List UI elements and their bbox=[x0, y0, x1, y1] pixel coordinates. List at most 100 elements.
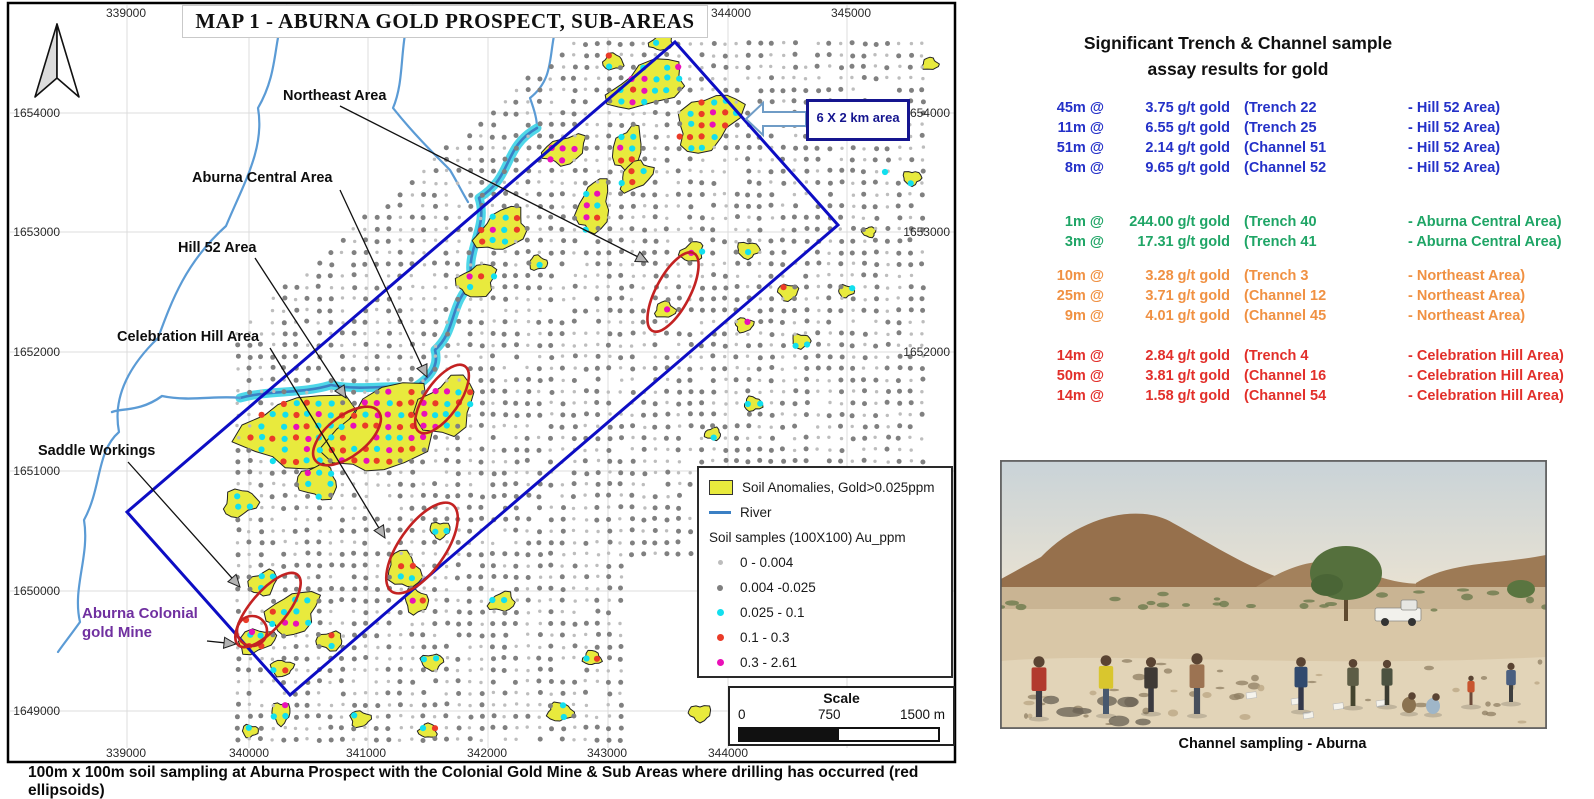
river-line-icon bbox=[709, 511, 731, 514]
scale-tick-1500: 1500 m bbox=[899, 707, 945, 722]
photo-channel-sampling bbox=[1000, 460, 1547, 729]
assay-cell: (Channel 45 bbox=[1244, 308, 1327, 324]
assay-row: 51m @ 2.14 g/t gold (Channel 51 - Hill 52 A… bbox=[1018, 138, 1578, 158]
assay-row: 3m @ 17.31 g/t gold (Trench 41 - Aburna Cen… bbox=[1018, 232, 1578, 252]
assay-cell: 14m @ bbox=[1056, 348, 1104, 364]
assay-cell: 45m @ bbox=[1056, 100, 1104, 116]
svg-text:1654000: 1654000 bbox=[903, 106, 950, 120]
svg-text:1652000: 1652000 bbox=[903, 345, 950, 359]
assay-cell: (Channel 16 bbox=[1244, 368, 1327, 384]
assay-cell: - Northeast Area) bbox=[1408, 308, 1526, 324]
callout-6x2km-area: 6 X 2 km area bbox=[806, 99, 910, 141]
assay-group-northeast: 10m @ 3.28 g/t gold (Trench 3 - Northeast A… bbox=[1018, 266, 1578, 326]
assay-cell: 50m @ bbox=[1056, 368, 1104, 384]
assay-cell: 2.14 g/t gold bbox=[1145, 140, 1230, 156]
svg-text:1653000: 1653000 bbox=[903, 225, 950, 239]
sample-dot-icon bbox=[716, 634, 724, 641]
assay-cell: - Aburna Central Area) bbox=[1408, 214, 1562, 230]
assay-cell: (Trench 25 bbox=[1244, 120, 1317, 136]
assay-cell: 1m @ bbox=[1064, 214, 1104, 230]
assay-cell: - Hill 52 Area) bbox=[1408, 100, 1501, 116]
map-title: MAP 1 - ABURNA GOLD PROSPECT, SUB-AREAS bbox=[182, 5, 708, 38]
assay-group-hill-52: 45m @ 3.75 g/t gold (Trench 22 - Hill 52 Ar… bbox=[1018, 98, 1578, 178]
assay-row: 14m @ 2.84 g/t gold (Trench 4 - Celebration… bbox=[1018, 346, 1578, 366]
assay-row: 8m @ 9.65 g/t gold (Channel 52 - Hill 52 Ar… bbox=[1018, 158, 1578, 178]
drill-ellipses-layer bbox=[234, 251, 700, 649]
north-arrow-icon bbox=[34, 23, 80, 98]
legend-item-river: River bbox=[709, 500, 951, 525]
assay-cell: 6.55 g/t gold bbox=[1145, 120, 1230, 136]
assay-cell: 3.28 g/t gold bbox=[1145, 268, 1230, 284]
scale-title: Scale bbox=[823, 690, 860, 706]
assay-cell: 244.00 g/t gold bbox=[1129, 214, 1230, 230]
assay-cell: (Channel 54 bbox=[1244, 388, 1327, 404]
assay-cell: (Trench 3 bbox=[1244, 268, 1309, 284]
assay-row: 9m @ 4.01 g/t gold (Channel 45 - Northeast … bbox=[1018, 306, 1578, 326]
svg-text:339000: 339000 bbox=[106, 746, 146, 760]
assay-cell: (Trench 22 bbox=[1244, 100, 1317, 116]
assay-cell: - Celebration Hill Area) bbox=[1408, 368, 1564, 384]
scale-bar bbox=[738, 727, 940, 742]
svg-text:343000: 343000 bbox=[587, 746, 627, 760]
assay-cell: (Channel 12 bbox=[1244, 288, 1327, 304]
legend-item-soil-anomalies: Soil Anomalies, Gold>0.025ppm bbox=[709, 475, 951, 500]
label-northeast-area: Northeast Area bbox=[283, 88, 387, 104]
sample-dot-icon bbox=[717, 584, 723, 591]
legend-class-0: 0 - 0.004 bbox=[709, 550, 951, 575]
assay-cell: 3.75 g/t gold bbox=[1145, 100, 1230, 116]
assay-cell: - Northeast Area) bbox=[1408, 268, 1526, 284]
scale-tick-750: 750 bbox=[818, 707, 841, 722]
sample-dot-icon bbox=[717, 560, 723, 565]
assay-cell: 1.58 g/t gold bbox=[1145, 388, 1230, 404]
assay-row: 45m @ 3.75 g/t gold (Trench 22 - Hill 52 Ar… bbox=[1018, 98, 1578, 118]
map-caption: 100m x 100m soil sampling at Aburna Pros… bbox=[28, 764, 919, 799]
label-aburna-central-area: Aburna Central Area bbox=[192, 170, 333, 186]
scale-box: Scale 0 750 1500 m bbox=[728, 686, 955, 746]
assay-cell: 3.71 g/t gold bbox=[1145, 288, 1230, 304]
label-celebration-hill-area: Celebration Hill Area bbox=[117, 329, 260, 345]
legend-class-2: 0.025 - 0.1 bbox=[709, 600, 951, 625]
leader-arrows-layer bbox=[127, 105, 650, 649]
assay-row: 10m @ 3.28 g/t gold (Trench 3 - Northeast A… bbox=[1018, 266, 1578, 286]
svg-text:342000: 342000 bbox=[467, 746, 507, 760]
assay-cell: 17.31 g/t gold bbox=[1137, 234, 1230, 250]
photo-people bbox=[1029, 653, 1521, 722]
assay-cell: 3.81 g/t gold bbox=[1145, 368, 1230, 384]
assay-cell: - Celebration Hill Area) bbox=[1408, 388, 1564, 404]
svg-text:1654000: 1654000 bbox=[13, 106, 60, 120]
assay-cell: - Celebration Hill Area) bbox=[1408, 348, 1564, 364]
stray-cyan-sample bbox=[881, 168, 889, 176]
assay-group-celebration-hill: 14m @ 2.84 g/t gold (Trench 4 - Celebration… bbox=[1018, 346, 1578, 406]
map-legend: Soil Anomalies, Gold>0.025ppm River Soil… bbox=[697, 466, 953, 678]
assay-cell: 25m @ bbox=[1056, 288, 1104, 304]
assay-cell: - Hill 52 Area) bbox=[1408, 160, 1501, 176]
label-saddle-workings: Saddle Workings bbox=[38, 443, 156, 459]
sample-dot-icon bbox=[716, 609, 724, 616]
assay-title: Significant Trench & Channel sample assa… bbox=[1083, 33, 1393, 79]
legend-class-1: 0.004 -0.025 bbox=[709, 575, 951, 600]
assay-cell: - Hill 52 Area) bbox=[1408, 140, 1501, 156]
assay-row: 25m @ 3.71 g/t gold (Channel 12 - Northeast… bbox=[1018, 286, 1578, 306]
svg-text:341000: 341000 bbox=[346, 746, 386, 760]
assay-cell: 9m @ bbox=[1064, 308, 1104, 324]
assay-cell: 3m @ bbox=[1064, 234, 1104, 250]
assay-results-table: 45m @ 3.75 g/t gold (Trench 22 - Hill 52 Ar… bbox=[1018, 98, 1578, 406]
assay-cell: (Channel 51 bbox=[1244, 140, 1327, 156]
svg-text:1649000: 1649000 bbox=[13, 704, 60, 718]
assay-cell: - Northeast Area) bbox=[1408, 288, 1526, 304]
scale-tick-0: 0 bbox=[738, 707, 746, 722]
map-frame bbox=[6, 1, 957, 764]
assay-row: 11m @ 6.55 g/t gold (Trench 25 - Hill 52 Ar… bbox=[1018, 118, 1578, 138]
prospect-6x2km-box bbox=[124, 39, 841, 698]
legend-class-3: 0.1 - 0.3 bbox=[709, 625, 951, 650]
svg-text:1650000: 1650000 bbox=[13, 584, 60, 598]
svg-text:1651000: 1651000 bbox=[13, 464, 60, 478]
legend-sample-classes: 0 - 0.004 0.004 -0.025 0.025 - 0.1 0.1 - 0.… bbox=[709, 550, 951, 675]
assay-group-aburna-central: 1m @ 244.00 g/t gold (Trench 40 - Aburna Ce… bbox=[1018, 212, 1578, 252]
svg-text:339000: 339000 bbox=[106, 6, 146, 20]
legend-class-4: 0.3 - 2.61 bbox=[709, 650, 951, 675]
assay-cell: 4.01 g/t gold bbox=[1145, 308, 1230, 324]
assay-cell: - Hill 52 Area) bbox=[1408, 120, 1501, 136]
assay-cell: (Trench 4 bbox=[1244, 348, 1309, 364]
